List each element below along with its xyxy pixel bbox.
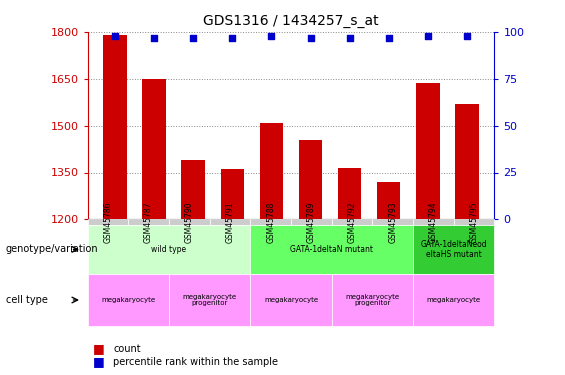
Title: GDS1316 / 1434257_s_at: GDS1316 / 1434257_s_at bbox=[203, 14, 379, 28]
Point bbox=[345, 34, 354, 40]
Point bbox=[384, 34, 393, 40]
Point bbox=[110, 33, 119, 39]
Bar bbox=[210, 219, 250, 225]
Text: GSM45789: GSM45789 bbox=[307, 201, 316, 243]
Text: GSM45787: GSM45787 bbox=[144, 201, 153, 243]
Text: count: count bbox=[113, 344, 141, 354]
Point bbox=[267, 33, 276, 39]
Bar bbox=[103, 35, 127, 375]
Bar bbox=[291, 219, 332, 225]
Bar bbox=[181, 160, 205, 375]
Text: megakaryocyte
progenitor: megakaryocyte progenitor bbox=[182, 294, 237, 306]
Bar bbox=[413, 274, 494, 326]
Bar bbox=[142, 80, 166, 375]
Text: megakaryocyte: megakaryocyte bbox=[101, 297, 155, 303]
Text: megakaryocyte
progenitor: megakaryocyte progenitor bbox=[345, 294, 399, 306]
Bar bbox=[250, 219, 291, 225]
Bar bbox=[454, 219, 494, 225]
Bar bbox=[88, 219, 128, 225]
Bar bbox=[299, 140, 322, 375]
Text: GSM45790: GSM45790 bbox=[185, 201, 194, 243]
Text: wild type: wild type bbox=[151, 245, 186, 254]
Text: megakaryocyte: megakaryocyte bbox=[427, 297, 481, 303]
Text: cell type: cell type bbox=[6, 295, 47, 305]
Point bbox=[423, 33, 432, 39]
Text: percentile rank within the sample: percentile rank within the sample bbox=[113, 357, 278, 367]
Text: GATA-1deltaNeod
eltaHS mutant: GATA-1deltaNeod eltaHS mutant bbox=[420, 240, 487, 259]
Bar bbox=[413, 225, 494, 274]
Bar bbox=[332, 219, 372, 225]
Text: GSM45794: GSM45794 bbox=[429, 201, 438, 243]
Text: GSM45795: GSM45795 bbox=[470, 201, 479, 243]
Bar bbox=[169, 219, 210, 225]
Text: GATA-1deltaN mutant: GATA-1deltaN mutant bbox=[290, 245, 373, 254]
Bar bbox=[88, 274, 169, 326]
Text: GSM45786: GSM45786 bbox=[103, 201, 112, 243]
Bar bbox=[416, 84, 440, 375]
Text: GSM45791: GSM45791 bbox=[225, 201, 234, 243]
Bar bbox=[332, 274, 413, 326]
Bar bbox=[377, 182, 401, 375]
Point bbox=[189, 34, 198, 40]
Bar bbox=[88, 225, 250, 274]
Bar bbox=[260, 123, 283, 375]
Text: ■: ■ bbox=[93, 342, 105, 355]
Text: GSM45792: GSM45792 bbox=[347, 201, 357, 243]
Point bbox=[228, 34, 237, 40]
Bar bbox=[128, 219, 169, 225]
Text: GSM45793: GSM45793 bbox=[388, 201, 397, 243]
Bar bbox=[220, 170, 244, 375]
Bar bbox=[413, 219, 454, 225]
Bar bbox=[169, 274, 250, 326]
Text: ■: ■ bbox=[93, 356, 105, 368]
Bar bbox=[250, 274, 332, 326]
Bar bbox=[455, 104, 479, 375]
Bar bbox=[372, 219, 413, 225]
Bar bbox=[250, 225, 413, 274]
Text: megakaryocyte: megakaryocyte bbox=[264, 297, 318, 303]
Point bbox=[463, 33, 472, 39]
Point bbox=[306, 34, 315, 40]
Text: GSM45788: GSM45788 bbox=[266, 201, 275, 243]
Text: genotype/variation: genotype/variation bbox=[6, 244, 98, 254]
Point bbox=[150, 34, 159, 40]
Bar bbox=[338, 168, 362, 375]
